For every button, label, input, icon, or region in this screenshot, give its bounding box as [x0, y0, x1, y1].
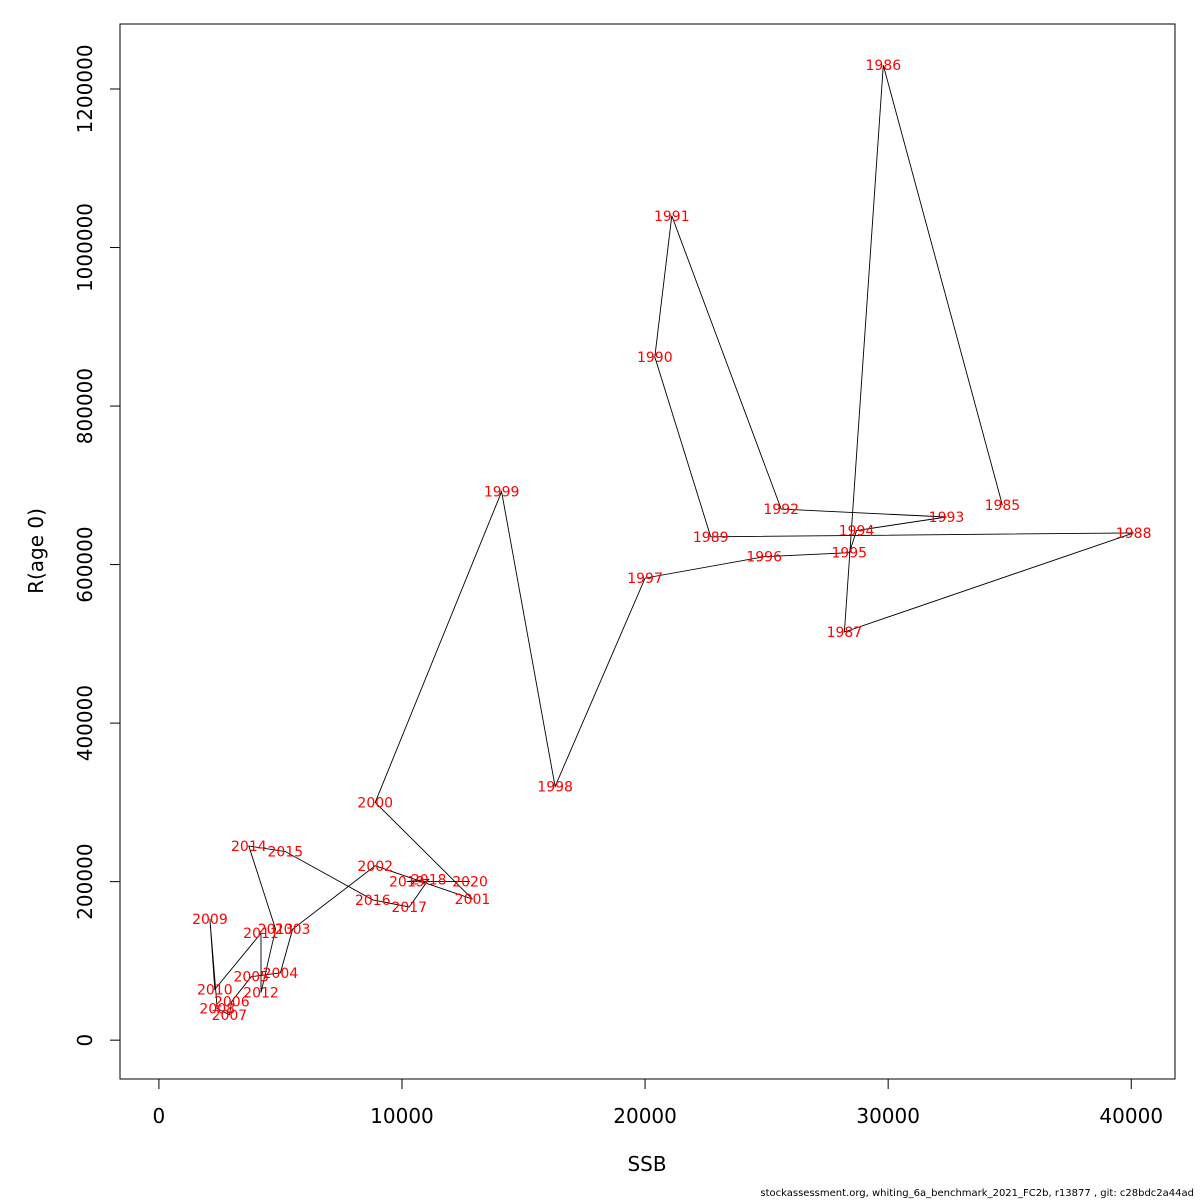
point-label-2001: 2001 — [455, 892, 491, 908]
point-label-2007: 2007 — [212, 1008, 248, 1024]
plot-frame — [119, 23, 1176, 1080]
y-tick-label: 1200000 — [73, 44, 97, 133]
point-label-2020: 2020 — [452, 875, 488, 891]
point-label-2008: 2008 — [199, 1001, 235, 1017]
point-label-2002: 2002 — [357, 859, 393, 875]
x-tick-label: 0 — [153, 1104, 166, 1128]
x-axis: 0 10000 20000 30000 40000 — [153, 1078, 1163, 1128]
point-label-1988: 1988 — [1116, 526, 1152, 542]
y-axis-title: R(age 0) — [24, 508, 48, 594]
point-label-1986: 1986 — [865, 58, 901, 74]
point-label-2000: 2000 — [357, 795, 393, 811]
y-tick-label: 200000 — [73, 843, 97, 919]
x-tick-label: 40000 — [1099, 1104, 1163, 1128]
point-label-1998: 1998 — [537, 780, 573, 796]
point-label-1992: 1992 — [763, 502, 799, 518]
y-axis: 0 200000 400000 600000 800000 1000000 1200000 — [73, 44, 121, 1047]
point-label-1999: 1999 — [484, 485, 520, 501]
point-label-1996: 1996 — [746, 550, 782, 566]
point-label-2003: 2003 — [275, 922, 311, 938]
point-label-2015: 2015 — [267, 845, 303, 861]
point-label-2018: 2018 — [411, 872, 447, 888]
point-label-1993: 1993 — [929, 510, 965, 526]
point-label-2004: 2004 — [263, 966, 299, 982]
point-label-1997: 1997 — [627, 571, 663, 587]
point-label-2006: 2006 — [214, 994, 250, 1010]
ssb-recruitment-series — [209, 65, 1134, 1016]
point-label-1989: 1989 — [693, 530, 729, 546]
point-label-1995: 1995 — [831, 546, 867, 562]
y-tick-label: 800000 — [73, 368, 97, 444]
footer-credit: stockassessment.org, whiting_6a_benchmar… — [760, 1188, 1194, 1199]
point-label-1985: 1985 — [985, 498, 1021, 514]
x-axis-title: SSB — [627, 1152, 666, 1176]
x-tick-label: 20000 — [613, 1104, 677, 1128]
point-label-1991: 1991 — [654, 209, 690, 225]
point-label-1994: 1994 — [839, 523, 875, 539]
point-label-2011: 2011 — [243, 926, 279, 942]
x-tick-label: 10000 — [370, 1104, 434, 1128]
point-label-2013: 2013 — [258, 922, 294, 938]
point-label-2019: 2019 — [389, 875, 425, 891]
point-label-2014: 2014 — [231, 839, 267, 855]
point-label-2012: 2012 — [243, 986, 279, 1002]
point-label-1990: 1990 — [637, 350, 673, 366]
point-label-2017: 2017 — [391, 900, 427, 916]
series-line — [209, 65, 1134, 1016]
x-tick-label: 30000 — [856, 1104, 920, 1128]
year-labels: 1985 1986 1987 1988 1989 1990 1991 1992 1993 1994… — [192, 58, 1151, 1024]
y-tick-label: 0 — [73, 1034, 97, 1047]
y-tick-label: 400000 — [73, 685, 97, 761]
point-label-1987: 1987 — [827, 625, 863, 641]
y-tick-label: 1000000 — [73, 203, 97, 292]
point-label-2009: 2009 — [192, 912, 228, 928]
point-label-2016: 2016 — [355, 893, 391, 909]
point-label-2010: 2010 — [197, 982, 233, 998]
point-label-2005: 2005 — [233, 970, 269, 986]
y-tick-label: 600000 — [73, 526, 97, 602]
